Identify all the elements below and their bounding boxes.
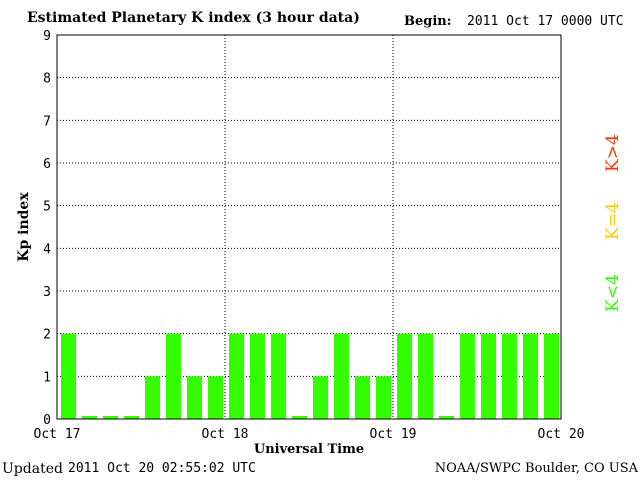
kp-bar [250,333,265,419]
y-tick-label: 9 [43,29,51,44]
kp-bar [544,333,559,419]
kp-index-chart: 0 1 2 3 4 5 6 7 8 9 Oct 17 Oct 18 Oct 19 Oct 20 Unive… [16,29,585,457]
begin-label: Begin: [404,14,452,29]
updated-value: 2011 Oct 20 02:55:02 UTC [68,461,256,476]
kp-bar [229,333,244,419]
x-axis-label: Universal Time [254,442,364,457]
x-tick-label: Oct 18 [202,427,249,442]
kp-bar [166,333,181,419]
kp-bar [145,376,160,419]
kp-bar [355,376,370,419]
kp-bar [481,333,496,419]
tick-labels: 0 1 2 3 4 5 6 7 8 9 Oct 17 Oct 18 Oct 19 Oct 20 [34,29,585,442]
legend-k-below-4: K<4 [603,274,623,312]
chart-title: Estimated Planetary K index (3 hour data… [27,10,360,26]
y-tick-label: 8 [43,72,51,87]
kp-bar [523,333,538,419]
kp-bar [61,333,76,419]
kp-bar [460,333,475,419]
kp-bar [82,416,97,419]
y-tick-label: 5 [43,200,51,215]
credit-line: NOAA/SWPC Boulder, CO USA [434,461,638,476]
kp-bar [124,416,139,419]
kp-bar [418,333,433,419]
x-tick-label: Oct 19 [370,427,417,442]
bars [61,333,559,419]
grid-lines [57,35,561,419]
y-axis-label: Kp index [16,192,32,262]
x-tick-label: Oct 20 [538,427,585,442]
kp-bar [439,416,454,419]
y-tick-label: 4 [43,242,51,257]
kp-bar [397,333,412,419]
updated-label: Updated [2,461,63,477]
kp-bar [103,416,118,419]
kp-bar [292,416,307,419]
kp-bar [187,376,202,419]
y-tick-label: 7 [43,114,51,129]
plot-frame [56,34,562,420]
legend-k-equal-4: K=4 [603,202,623,240]
legend-k-above-4: K>4 [603,134,623,172]
kp-bar [334,333,349,419]
y-tick-label: 6 [43,157,51,172]
kp-bar [376,376,391,419]
y-tick-label: 3 [43,285,51,300]
kp-bar [271,333,286,419]
y-tick-label: 0 [43,413,51,428]
kp-bar [208,376,223,419]
begin-value: 2011 Oct 17 0000 UTC [467,14,624,29]
y-tick-label: 2 [43,328,51,343]
kp-bar [502,333,517,419]
x-tick-label: Oct 17 [34,427,81,442]
kp-bar [313,376,328,419]
y-tick-label: 1 [43,370,51,385]
